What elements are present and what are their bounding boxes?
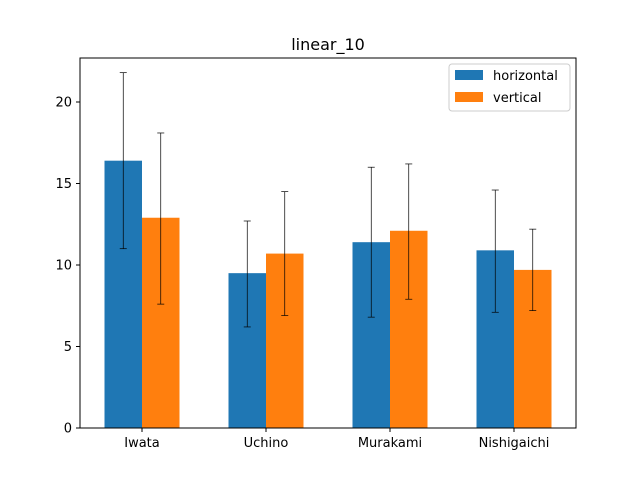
error-bar-vertical-murakami: [405, 163, 413, 300]
error-bar-horizontal-uchino: [243, 220, 251, 328]
y-axis: 0 5 10 15 20: [55, 96, 80, 437]
legend-label-horizontal: horizontal: [493, 69, 558, 84]
x-axis: Iwata Uchino Murakami Nishigaichi: [124, 428, 549, 451]
error-bar-vertical-nishigaichi: [529, 228, 537, 311]
error-bar-horizontal-murakami: [367, 166, 375, 318]
error-bar-vertical-uchino: [281, 191, 289, 316]
error-bar-horizontal-nishigaichi: [491, 189, 499, 313]
legend-swatch-horizontal: [455, 70, 483, 80]
chart-title: linear_10: [291, 35, 365, 55]
error-bar-horizontal-iwata: [119, 72, 127, 250]
x-tick-label: Nishigaichi: [479, 436, 550, 451]
x-tick-label: Murakami: [358, 436, 422, 451]
legend: horizontal vertical: [448, 63, 571, 112]
y-tick-label: 20: [55, 96, 72, 111]
y-tick-label: 15: [55, 177, 72, 192]
x-tick-label: Uchino: [244, 436, 289, 451]
y-tick-label: 5: [64, 340, 72, 355]
x-tick-label: Iwata: [124, 436, 160, 451]
y-tick-label: 0: [64, 422, 72, 437]
legend-label-vertical: vertical: [493, 91, 541, 106]
y-tick-label: 10: [55, 259, 72, 274]
plot-area: [104, 72, 552, 428]
error-bar-vertical-iwata: [157, 132, 165, 305]
axes-frame: [79, 57, 577, 429]
legend-swatch-vertical: [455, 92, 483, 102]
